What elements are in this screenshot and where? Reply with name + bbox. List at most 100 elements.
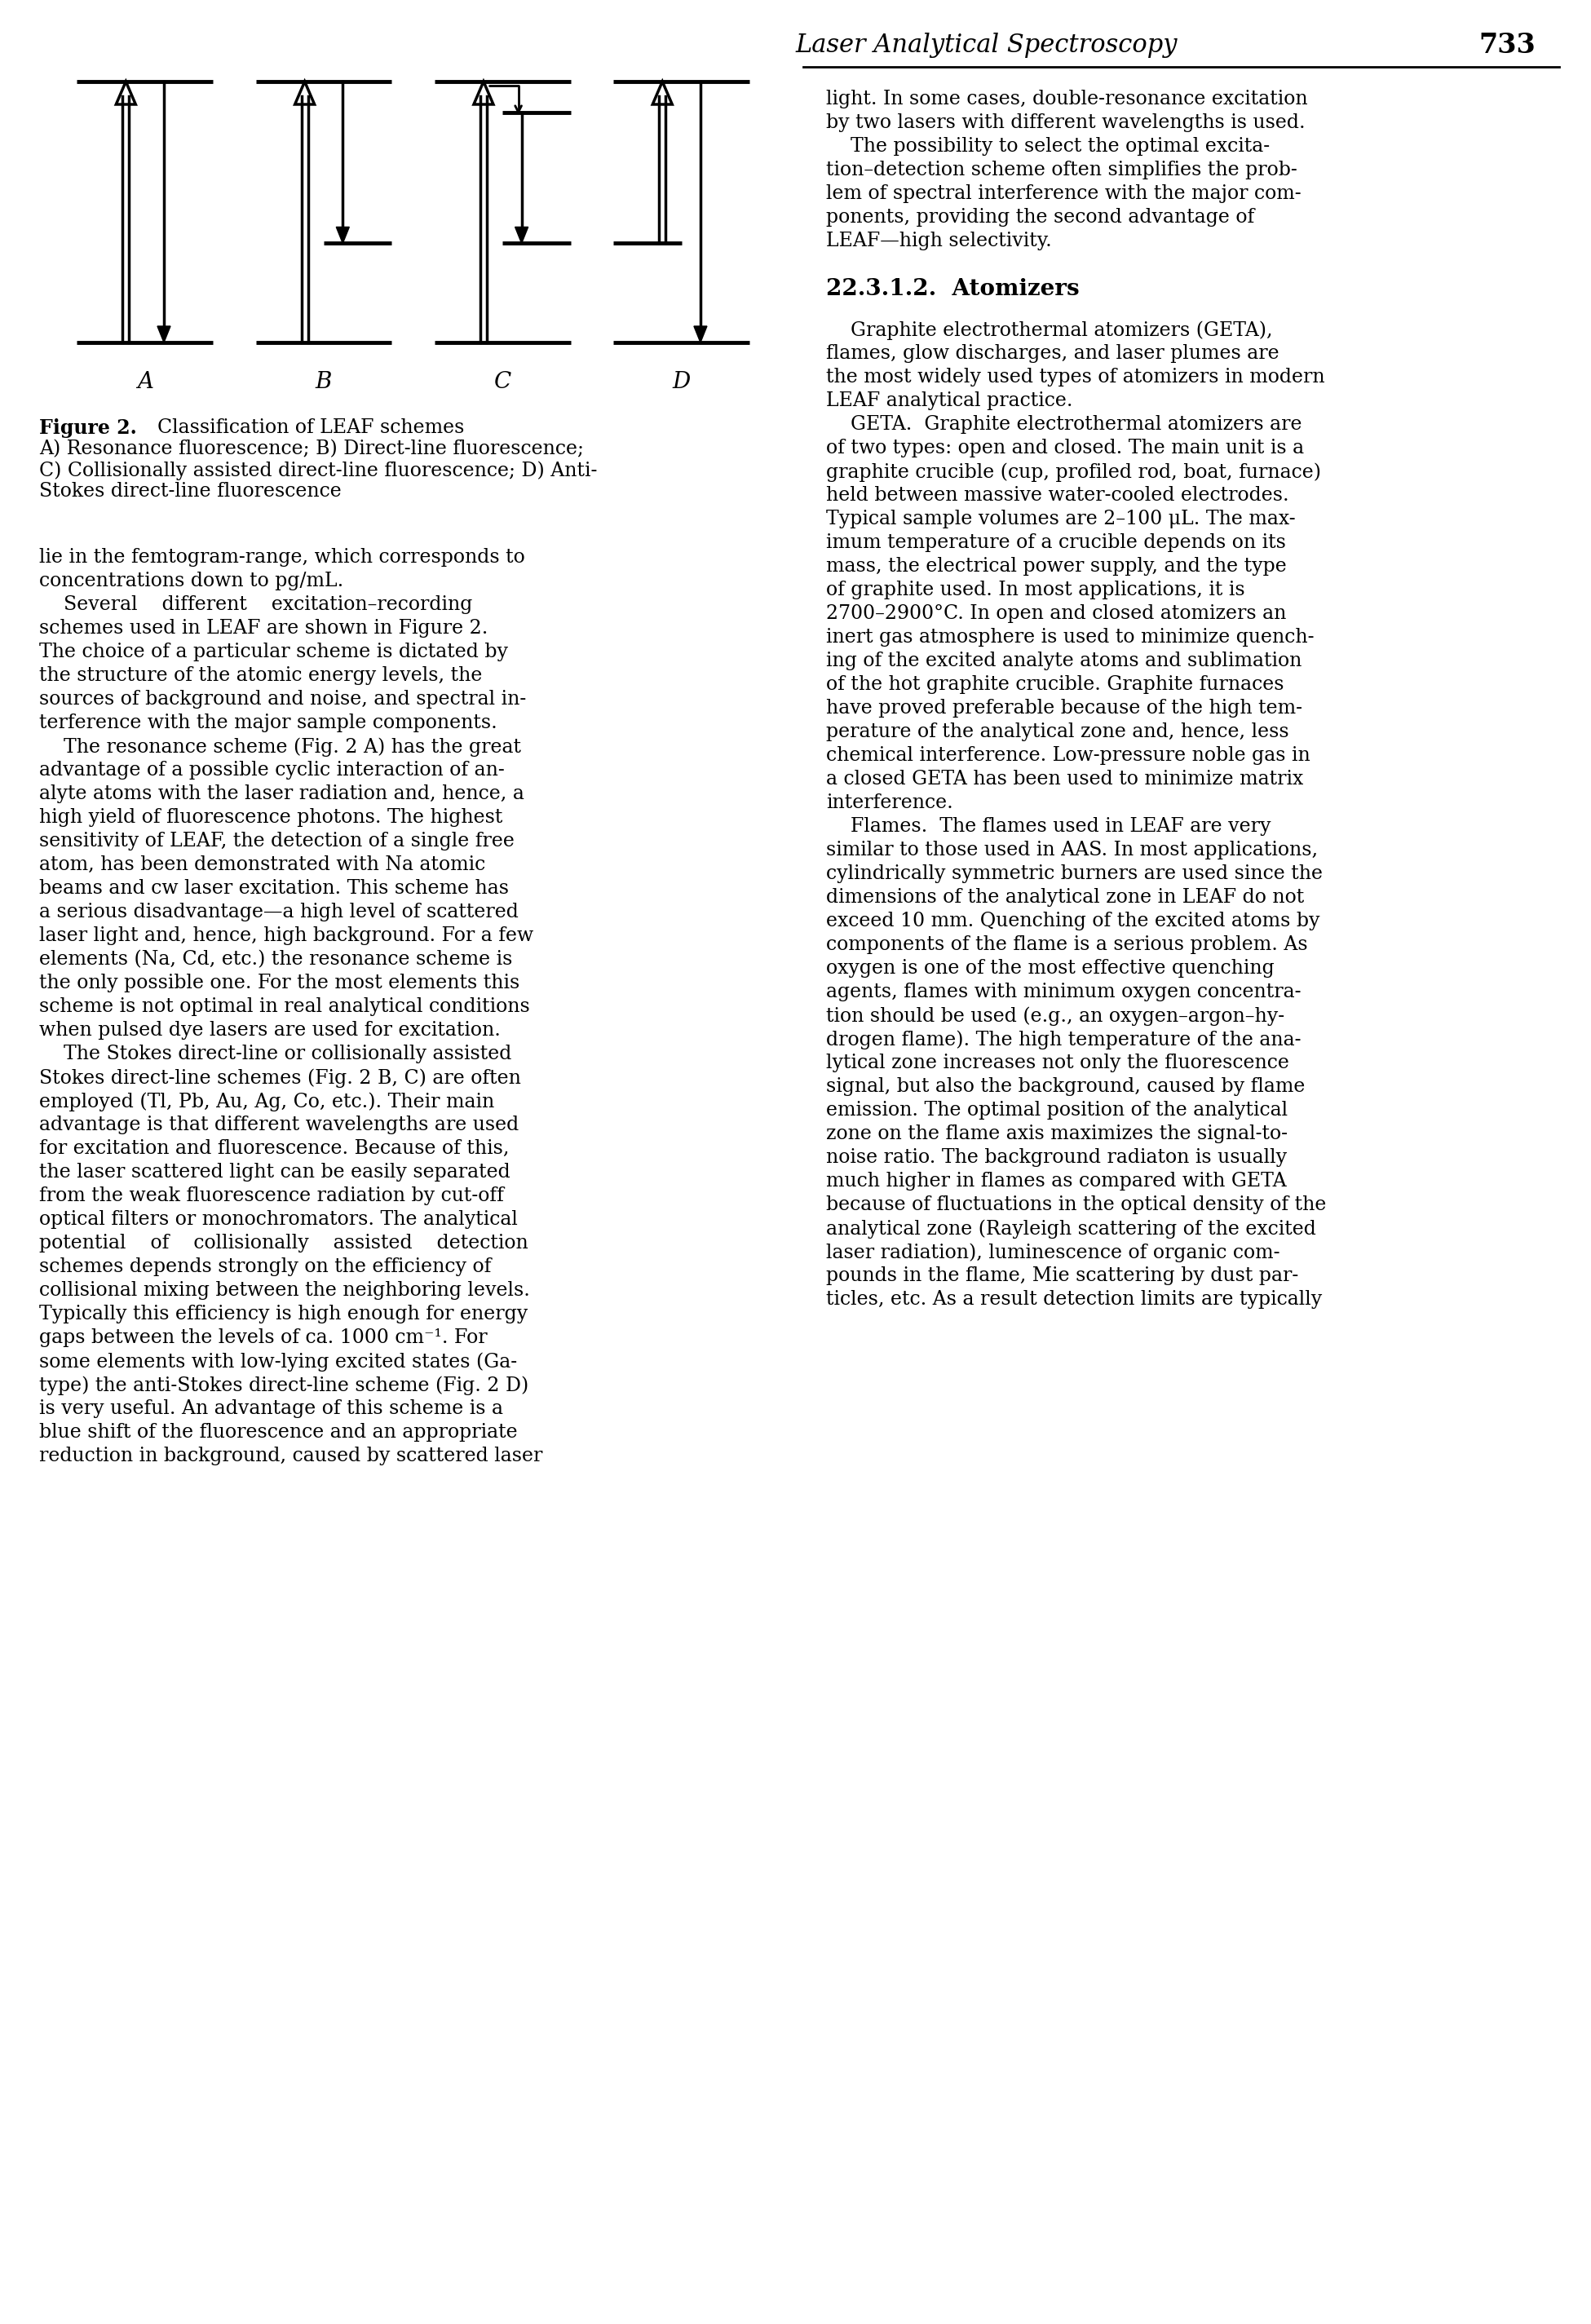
Text: the laser scattered light can be easily separated: the laser scattered light can be easily … [40, 1162, 511, 1181]
Text: is very useful. An advantage of this scheme is a: is very useful. An advantage of this sch… [40, 1399, 503, 1418]
Text: signal, but also the background, caused by flame: signal, but also the background, caused … [826, 1078, 1305, 1097]
Text: the most widely used types of atomizers in modern: the most widely used types of atomizers … [826, 367, 1325, 386]
Text: B: B [315, 370, 333, 393]
Text: 22.3.1.2.  Atomizers: 22.3.1.2. Atomizers [826, 279, 1080, 300]
Text: Several    different    excitation–recording: Several different excitation–recording [40, 595, 473, 614]
Text: of graphite used. In most applications, it is: of graphite used. In most applications, … [826, 581, 1246, 600]
Text: GETA.  Graphite electrothermal atomizers are: GETA. Graphite electrothermal atomizers … [826, 416, 1301, 435]
Text: sources of background and noise, and spectral in-: sources of background and noise, and spe… [40, 690, 527, 709]
Text: terference with the major sample components.: terference with the major sample compone… [40, 713, 498, 732]
Text: reduction in background, caused by scattered laser: reduction in background, caused by scatt… [40, 1446, 543, 1466]
Text: Stokes direct-line schemes (Fig. 2 B, C) are often: Stokes direct-line schemes (Fig. 2 B, C)… [40, 1069, 520, 1088]
Text: Typical sample volumes are 2–100 μL. The max-: Typical sample volumes are 2–100 μL. The… [826, 509, 1295, 528]
Text: Figure 2.: Figure 2. [40, 418, 137, 437]
Text: ticles, etc. As a result detection limits are typically: ticles, etc. As a result detection limit… [826, 1290, 1322, 1308]
Text: tion should be used (e.g., an oxygen–argon–hy-: tion should be used (e.g., an oxygen–arg… [826, 1006, 1284, 1025]
Text: optical filters or monochromators. The analytical: optical filters or monochromators. The a… [40, 1211, 517, 1229]
Text: A) Resonance fluorescence; B) Direct-line fluorescence;: A) Resonance fluorescence; B) Direct-lin… [40, 439, 584, 458]
Text: mass, the electrical power supply, and the type: mass, the electrical power supply, and t… [826, 558, 1287, 576]
Text: interference.: interference. [826, 792, 953, 811]
Text: gaps between the levels of ca. 1000 cm⁻¹. For: gaps between the levels of ca. 1000 cm⁻¹… [40, 1329, 487, 1348]
Text: beams and cw laser excitation. This scheme has: beams and cw laser excitation. This sche… [40, 878, 509, 897]
Text: chemical interference. Low-pressure noble gas in: chemical interference. Low-pressure nobl… [826, 746, 1311, 765]
Text: of the hot graphite crucible. Graphite furnaces: of the hot graphite crucible. Graphite f… [826, 676, 1284, 695]
Text: inert gas atmosphere is used to minimize quench-: inert gas atmosphere is used to minimize… [826, 627, 1314, 646]
Text: blue shift of the fluorescence and an appropriate: blue shift of the fluorescence and an ap… [40, 1422, 517, 1441]
Text: concentrations down to pg/mL.: concentrations down to pg/mL. [40, 572, 344, 590]
Text: similar to those used in AAS. In most applications,: similar to those used in AAS. In most ap… [826, 841, 1317, 860]
Text: A: A [137, 370, 153, 393]
Text: light. In some cases, double-resonance excitation: light. In some cases, double-resonance e… [826, 91, 1308, 109]
Text: C) Collisionally assisted direct-line fluorescence; D) Anti-: C) Collisionally assisted direct-line fl… [40, 460, 597, 481]
Text: 2700–2900°C. In open and closed atomizers an: 2700–2900°C. In open and closed atomizer… [826, 604, 1287, 623]
Text: held between massive water-cooled electrodes.: held between massive water-cooled electr… [826, 486, 1289, 504]
Text: analytical zone (Rayleigh scattering of the excited: analytical zone (Rayleigh scattering of … [826, 1220, 1316, 1239]
Text: graphite crucible (cup, profiled rod, boat, furnace): graphite crucible (cup, profiled rod, bo… [826, 462, 1321, 481]
Text: ing of the excited analyte atoms and sublimation: ing of the excited analyte atoms and sub… [826, 651, 1301, 669]
Text: schemes depends strongly on the efficiency of: schemes depends strongly on the efficien… [40, 1257, 492, 1276]
Text: tion–detection scheme often simplifies the prob-: tion–detection scheme often simplifies t… [826, 160, 1297, 179]
Text: Graphite electrothermal atomizers (GETA),: Graphite electrothermal atomizers (GETA)… [826, 321, 1273, 339]
Text: perature of the analytical zone and, hence, less: perature of the analytical zone and, hen… [826, 723, 1289, 741]
Text: pounds in the flame, Mie scattering by dust par-: pounds in the flame, Mie scattering by d… [826, 1267, 1298, 1285]
Text: advantage of a possible cyclic interaction of an-: advantage of a possible cyclic interacti… [40, 760, 504, 779]
Text: a closed GETA has been used to minimize matrix: a closed GETA has been used to minimize … [826, 769, 1303, 788]
Text: 733: 733 [1478, 33, 1535, 58]
Text: The Stokes direct-line or collisionally assisted: The Stokes direct-line or collisionally … [40, 1043, 512, 1064]
Text: lem of spectral interference with the major com-: lem of spectral interference with the ma… [826, 184, 1301, 202]
Text: The resonance scheme (Fig. 2 A) has the great: The resonance scheme (Fig. 2 A) has the … [40, 737, 522, 755]
Text: LEAF—high selectivity.: LEAF—high selectivity. [826, 232, 1052, 251]
Text: when pulsed dye lasers are used for excitation.: when pulsed dye lasers are used for exci… [40, 1020, 501, 1039]
Text: D: D [673, 370, 690, 393]
Text: Classification of LEAF schemes: Classification of LEAF schemes [145, 418, 465, 437]
Text: emission. The optimal position of the analytical: emission. The optimal position of the an… [826, 1102, 1289, 1120]
Text: lytical zone increases not only the fluorescence: lytical zone increases not only the fluo… [826, 1053, 1289, 1071]
Text: exceed 10 mm. Quenching of the excited atoms by: exceed 10 mm. Quenching of the excited a… [826, 911, 1321, 930]
Text: a serious disadvantage—a high level of scattered: a serious disadvantage—a high level of s… [40, 902, 519, 920]
Text: dimensions of the analytical zone in LEAF do not: dimensions of the analytical zone in LEA… [826, 888, 1305, 906]
Text: laser radiation), luminescence of organic com-: laser radiation), luminescence of organi… [826, 1243, 1281, 1262]
Text: The choice of a particular scheme is dictated by: The choice of a particular scheme is dic… [40, 641, 508, 662]
Text: schemes used in LEAF are shown in Figure 2.: schemes used in LEAF are shown in Figure… [40, 618, 488, 637]
Text: high yield of fluorescence photons. The highest: high yield of fluorescence photons. The … [40, 809, 503, 827]
Text: scheme is not optimal in real analytical conditions: scheme is not optimal in real analytical… [40, 997, 530, 1016]
Text: advantage is that different wavelengths are used: advantage is that different wavelengths … [40, 1116, 519, 1134]
Text: cylindrically symmetric burners are used since the: cylindrically symmetric burners are used… [826, 865, 1322, 883]
Text: C: C [493, 370, 511, 393]
Text: Laser Analytical Spectroscopy: Laser Analytical Spectroscopy [796, 33, 1177, 58]
Text: much higher in flames as compared with GETA: much higher in flames as compared with G… [826, 1171, 1287, 1190]
Text: by two lasers with different wavelengths is used.: by two lasers with different wavelengths… [826, 114, 1306, 132]
Text: employed (Tl, Pb, Au, Ag, Co, etc.). Their main: employed (Tl, Pb, Au, Ag, Co, etc.). The… [40, 1092, 495, 1111]
Text: the only possible one. For the most elements this: the only possible one. For the most elem… [40, 974, 520, 992]
Text: Stokes direct-line fluorescence: Stokes direct-line fluorescence [40, 481, 342, 500]
Text: potential    of    collisionally    assisted    detection: potential of collisionally assisted dete… [40, 1234, 528, 1253]
Text: flames, glow discharges, and laser plumes are: flames, glow discharges, and laser plume… [826, 344, 1279, 363]
Text: the structure of the atomic energy levels, the: the structure of the atomic energy level… [40, 667, 482, 686]
Text: drogen flame). The high temperature of the ana-: drogen flame). The high temperature of t… [826, 1030, 1301, 1048]
Text: lie in the femtogram-range, which corresponds to: lie in the femtogram-range, which corres… [40, 548, 525, 567]
Text: sensitivity of LEAF, the detection of a single free: sensitivity of LEAF, the detection of a … [40, 832, 514, 851]
Text: laser light and, hence, high background. For a few: laser light and, hence, high background.… [40, 927, 533, 946]
Text: ponents, providing the second advantage of: ponents, providing the second advantage … [826, 207, 1255, 228]
Polygon shape [158, 325, 170, 342]
Text: atom, has been demonstrated with Na atomic: atom, has been demonstrated with Na atom… [40, 855, 485, 874]
Text: because of fluctuations in the optical density of the: because of fluctuations in the optical d… [826, 1195, 1327, 1213]
Text: Flames.  The flames used in LEAF are very: Flames. The flames used in LEAF are very [826, 818, 1271, 837]
Text: agents, flames with minimum oxygen concentra-: agents, flames with minimum oxygen conce… [826, 983, 1301, 1002]
Text: imum temperature of a crucible depends on its: imum temperature of a crucible depends o… [826, 532, 1286, 553]
Text: zone on the flame axis maximizes the signal-to-: zone on the flame axis maximizes the sig… [826, 1125, 1287, 1143]
Text: components of the flame is a serious problem. As: components of the flame is a serious pro… [826, 934, 1308, 955]
Text: some elements with low-lying excited states (Ga-: some elements with low-lying excited sta… [40, 1353, 517, 1371]
Text: collisional mixing between the neighboring levels.: collisional mixing between the neighbori… [40, 1281, 530, 1299]
Text: noise ratio. The background radiaton is usually: noise ratio. The background radiaton is … [826, 1148, 1287, 1167]
Text: The possibility to select the optimal excita-: The possibility to select the optimal ex… [826, 137, 1270, 156]
Polygon shape [515, 228, 528, 244]
Polygon shape [694, 325, 706, 342]
Text: type) the anti-Stokes direct-line scheme (Fig. 2 D): type) the anti-Stokes direct-line scheme… [40, 1376, 528, 1394]
Text: of two types: open and closed. The main unit is a: of two types: open and closed. The main … [826, 439, 1305, 458]
Text: for excitation and fluorescence. Because of this,: for excitation and fluorescence. Because… [40, 1139, 509, 1157]
Text: LEAF analytical practice.: LEAF analytical practice. [826, 390, 1072, 409]
Polygon shape [336, 228, 350, 244]
Text: have proved preferable because of the high tem-: have proved preferable because of the hi… [826, 700, 1303, 718]
Text: oxygen is one of the most effective quenching: oxygen is one of the most effective quen… [826, 960, 1274, 978]
